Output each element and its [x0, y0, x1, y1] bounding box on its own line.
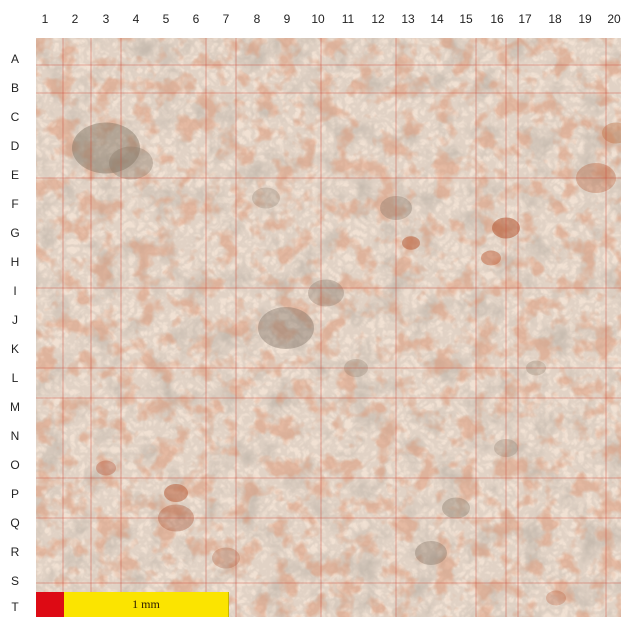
column-label: 7 — [222, 12, 230, 26]
row-label: H — [10, 255, 20, 269]
column-label: 10 — [311, 12, 325, 26]
mineral-grain — [72, 122, 140, 174]
row-label: P — [10, 487, 19, 501]
column-label: 16 — [490, 12, 504, 26]
column-label: 12 — [371, 12, 385, 26]
column-label: 5 — [162, 12, 170, 26]
row-label: K — [10, 342, 19, 356]
column-label: 15 — [459, 12, 473, 26]
row-label: B — [10, 81, 19, 95]
row-label: Q — [10, 516, 20, 530]
column-label: 20 — [607, 12, 621, 26]
scale-bar-yellow-segment: 1 mm — [64, 592, 229, 617]
row-label: D — [10, 139, 20, 153]
scale-bar-red-segment — [36, 592, 64, 617]
mineral-grain — [212, 547, 240, 569]
column-label: 6 — [192, 12, 200, 26]
mineral-grain — [96, 460, 116, 476]
row-label: N — [10, 429, 20, 443]
row-label: O — [10, 458, 20, 472]
mineral-grain — [546, 590, 566, 606]
mineral-grain — [109, 146, 153, 180]
column-labels: 1 2 3 4 5 6 7 8 9 10 11 12 13 14 15 16 17 18 19 20 — [0, 0, 621, 36]
iron-oxide-texture — [36, 38, 621, 617]
mineral-grain — [442, 497, 470, 519]
mineral-grain — [258, 307, 314, 349]
column-label: 3 — [102, 12, 110, 26]
column-label: 13 — [401, 12, 415, 26]
column-label: 18 — [548, 12, 562, 26]
row-label: J — [12, 313, 18, 327]
scale-bar-label: 1 mm — [132, 597, 160, 611]
row-label: C — [10, 110, 20, 124]
row-label: T — [11, 600, 19, 614]
mineral-grain — [308, 279, 344, 307]
column-label: 2 — [71, 12, 79, 26]
column-label: 14 — [430, 12, 444, 26]
column-label: 11 — [341, 12, 355, 26]
mineral-grain — [402, 236, 420, 250]
mineral-grain — [481, 250, 501, 266]
row-label: G — [10, 226, 20, 240]
row-label: L — [11, 371, 19, 385]
row-label: A — [10, 52, 19, 66]
row-label: R — [10, 545, 20, 559]
column-label: 19 — [578, 12, 592, 26]
row-label: S — [10, 574, 19, 588]
thin-section-micrograph — [36, 38, 621, 617]
mineral-grain — [164, 484, 188, 502]
mineral-grain — [602, 122, 621, 144]
row-label: F — [11, 197, 19, 211]
column-label: 9 — [283, 12, 291, 26]
row-label: E — [10, 168, 19, 182]
mineral-grain — [415, 541, 447, 565]
row-label: I — [13, 284, 17, 298]
mineral-grain — [252, 187, 280, 209]
column-label: 1 — [41, 12, 49, 26]
column-label: 8 — [253, 12, 261, 26]
row-label: M — [10, 400, 20, 414]
column-label: 4 — [132, 12, 140, 26]
column-label: 17 — [518, 12, 532, 26]
